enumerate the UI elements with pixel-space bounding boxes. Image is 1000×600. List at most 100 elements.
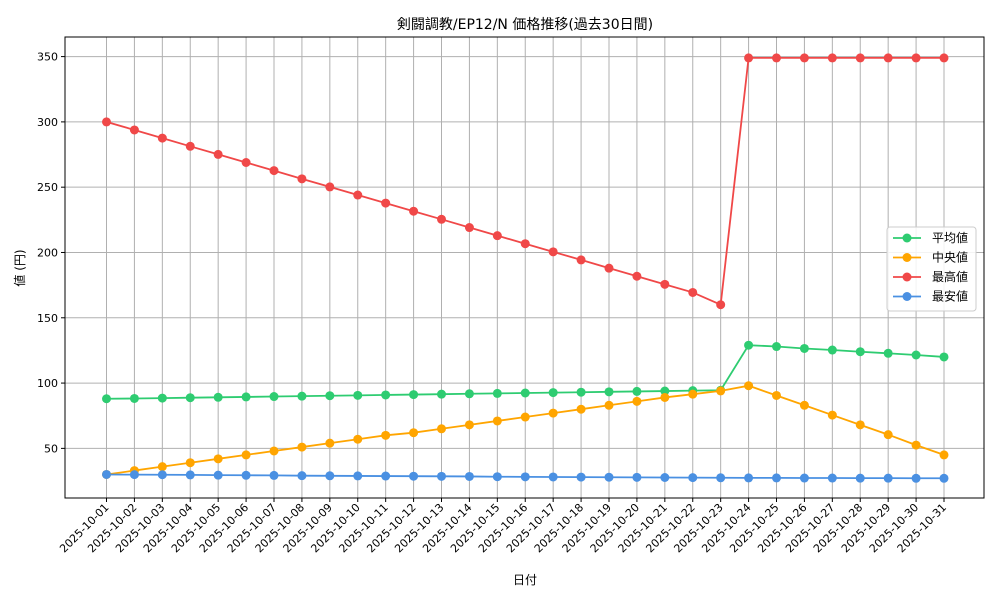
data-point	[464, 420, 474, 430]
data-point	[520, 388, 530, 398]
data-point	[827, 410, 837, 420]
data-point	[576, 255, 586, 265]
data-point	[855, 473, 865, 483]
data-point	[437, 389, 446, 399]
data-point	[939, 53, 949, 63]
data-point	[744, 53, 754, 63]
data-point	[241, 392, 251, 402]
data-point	[660, 386, 670, 396]
data-point	[744, 381, 754, 391]
data-point	[548, 388, 558, 398]
data-point	[492, 416, 502, 426]
data-point	[409, 206, 419, 216]
data-point	[688, 389, 698, 399]
data-point	[688, 473, 698, 483]
data-point	[939, 473, 949, 483]
y-axis-label: 値 (円)	[12, 249, 27, 286]
data-point	[325, 471, 335, 481]
data-point	[241, 450, 251, 460]
data-point	[409, 428, 419, 438]
data-point	[772, 342, 781, 352]
data-point	[213, 454, 223, 464]
data-point	[381, 198, 391, 208]
data-point	[437, 214, 446, 224]
y-tick-label: 50	[44, 442, 58, 455]
data-point	[185, 393, 195, 403]
data-point	[660, 472, 670, 482]
data-point	[744, 473, 754, 483]
data-point	[883, 430, 893, 440]
data-point	[716, 386, 726, 396]
data-point	[911, 473, 921, 483]
plot-frame	[64, 36, 985, 499]
data-point	[325, 391, 335, 401]
data-point	[157, 470, 167, 480]
data-point	[548, 472, 558, 482]
legend-label: 最安値	[932, 289, 968, 304]
data-point	[102, 117, 111, 127]
data-point	[409, 471, 419, 481]
data-point	[157, 133, 167, 143]
data-point	[883, 53, 893, 63]
data-point	[548, 408, 558, 418]
data-point	[939, 352, 949, 362]
data-point	[325, 182, 335, 192]
data-point	[353, 471, 363, 481]
data-point	[157, 462, 167, 472]
legend-label: 最高値	[932, 269, 968, 284]
data-point	[716, 300, 726, 310]
data-point	[353, 390, 363, 400]
data-point	[297, 391, 307, 401]
data-point	[102, 469, 111, 479]
data-point	[660, 392, 670, 402]
data-point	[911, 350, 921, 360]
data-point	[772, 390, 781, 400]
data-point	[939, 450, 949, 460]
grid	[65, 37, 984, 498]
data-point	[855, 53, 865, 63]
chart-title: 剣闘調教/EP12/N 価格推移(過去30日間)	[397, 17, 653, 33]
legend-label: 平均値	[932, 230, 968, 245]
x-axis-label: 日付	[513, 573, 537, 587]
data-point	[911, 53, 921, 63]
data-point	[632, 271, 642, 281]
data-point	[576, 387, 586, 397]
data-point	[381, 471, 391, 481]
data-point	[297, 174, 307, 184]
y-tick-label: 150	[37, 312, 58, 325]
data-point	[799, 473, 809, 483]
plot-area	[102, 53, 949, 483]
data-point	[827, 345, 837, 355]
data-point	[604, 263, 614, 273]
data-point	[660, 279, 670, 289]
data-point	[353, 190, 363, 200]
y-axis: 50 100 150 200 250 300 350	[37, 51, 65, 455]
y-tick-label: 250	[37, 181, 58, 194]
data-point	[157, 393, 167, 403]
data-point	[604, 472, 614, 482]
data-point	[129, 470, 139, 480]
data-point	[213, 470, 223, 480]
legend-marker	[902, 233, 912, 243]
y-tick-label: 350	[37, 51, 58, 64]
data-point	[911, 440, 921, 450]
data-point	[381, 430, 391, 440]
data-point	[269, 166, 279, 176]
data-point	[185, 141, 195, 151]
data-point	[241, 158, 251, 168]
data-point	[576, 472, 586, 482]
y-tick-label: 100	[37, 377, 58, 390]
data-point	[213, 149, 223, 159]
data-point	[744, 340, 754, 350]
data-point	[297, 442, 307, 452]
data-point	[520, 472, 530, 482]
data-point	[492, 472, 502, 482]
data-point	[827, 473, 837, 483]
legend-marker	[902, 292, 912, 301]
x-axis: 2025-10-012025-10-022025-10-032025-10-04…	[57, 498, 949, 555]
data-point	[520, 412, 530, 422]
data-point	[632, 472, 642, 482]
data-point	[464, 223, 474, 233]
data-point	[772, 473, 781, 483]
data-point	[492, 231, 502, 241]
